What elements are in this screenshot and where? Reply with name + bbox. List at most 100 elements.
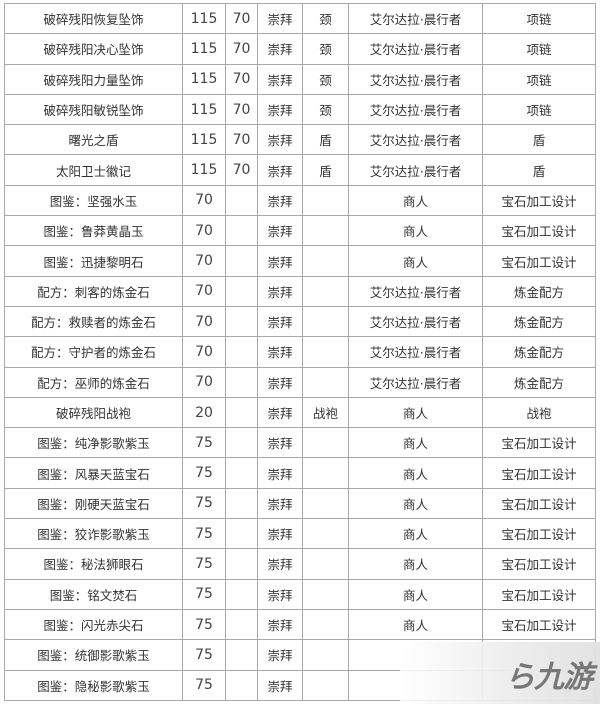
item-name-cell: 配方：巫师的炼金石 [4,366,183,398]
item-level-cell: 70 [225,33,258,65]
table-row: 曙光之盾 115 70 崇拜盾艾尔达拉·晨行者盾 [4,124,596,156]
table-row: 图鉴：风暴天蓝宝石 75 崇拜 商人 宝石加工设计 [4,457,596,489]
reputation-cell: 崇拜 [257,336,303,368]
required-level-cell: 70 [182,366,226,398]
table-row: 破碎残阳决心坠饰 115 70 崇拜颈艾尔达拉·晨行者 项链 [4,33,596,65]
table-row: 配方：守护者的炼金石 70 崇拜 艾尔达拉·晨行者 炼金配方 [4,336,596,368]
vendor-cell: 商人 [348,457,483,489]
required-level-cell: 75 [182,518,226,550]
table-row: 图鉴：坚强水玉 70 崇拜 商人 宝石加工设计 [4,184,596,217]
item-level-cell [225,608,258,641]
slot-cell [302,608,349,641]
vendor-cell: 商人 [348,578,483,610]
vendor-cell: 商人 [348,608,483,641]
item-name-cell: 图鉴：鲁莽黄晶玉 [4,215,183,247]
table-row: 图鉴：闪光赤尖石 75 崇拜 商人 宝石加工设计 [4,608,596,641]
slot-cell [302,548,349,580]
item-level-cell [225,427,258,459]
item-level-cell [225,305,258,338]
required-level-cell: 115 [182,154,226,186]
required-level-cell: 115 [182,93,226,126]
reputation-cell: 崇拜 [257,427,303,459]
item-level-cell [225,639,258,671]
category-cell: 项链 [482,2,596,35]
item-name-cell: 图鉴：秘法狮眼石 [4,548,183,580]
reputation-cell: 崇拜 [257,184,303,217]
table-row: 破碎残阳恢复坠饰 115 70 崇拜颈艾尔达拉·晨行者 项链 [4,2,596,35]
category-cell: 炼金配方 [482,275,596,307]
table-row: 图鉴：迅捷黎明石 70 崇拜 商人 宝石加工设计 [4,245,596,277]
reputation-cell: 崇拜 [257,245,303,277]
slot-cell [302,639,349,671]
item-level-cell [225,215,258,247]
table-row: 配方：巫师的炼金石 70 崇拜 艾尔达拉·晨行者 炼金配方 [4,366,596,398]
slot-cell [302,215,349,247]
reputation-cell: 崇拜 [257,275,303,307]
item-level-cell [225,275,258,307]
category-cell: 宝石加工设计 [482,487,596,520]
slot-cell: 颈 [302,93,349,126]
slot-cell [302,487,349,520]
slot-cell: 战袍 [302,396,349,429]
reputation-cell: 崇拜 [257,366,303,398]
item-level-cell [225,669,258,701]
table-row: 图鉴：铭文焚石 75 崇拜 商人 宝石加工设计 [4,578,596,610]
reputation-cell: 崇拜 [257,487,303,520]
item-level-cell: 70 [225,93,258,126]
table-row: 图鉴：鲁莽黄晶玉 70 崇拜 商人 宝石加工设计 [4,215,596,247]
slot-cell [302,305,349,338]
item-name-cell: 图鉴：闪光赤尖石 [4,608,183,641]
item-level-cell [225,184,258,217]
item-level-cell: 70 [225,63,258,95]
required-level-cell: 115 [182,63,226,95]
item-name-cell: 配方：救赎者的炼金石 [4,305,183,338]
vendor-cell: 商人 [348,487,483,520]
item-level-cell: 70 [225,124,258,156]
reputation-cell: 崇拜 [257,2,303,35]
item-level-cell [225,487,258,520]
category-cell: 炼金配方 [482,366,596,398]
slot-cell [302,184,349,217]
item-name-cell: 破碎残阳力量坠饰 [4,63,183,95]
reputation-cell: 崇拜 [257,305,303,338]
item-level-cell: 70 [225,2,258,35]
category-cell: 炼金配方 [482,336,596,368]
reputation-cell: 崇拜 [257,518,303,550]
item-name-cell: 图鉴：风暴天蓝宝石 [4,457,183,489]
vendor-cell: 商人 [348,215,483,247]
required-level-cell: 75 [182,639,226,671]
item-level-cell [225,366,258,398]
watermark-logo: ら九游 [505,660,593,695]
category-cell: 宝石加工设计 [482,518,596,550]
category-cell: 宝石加工设计 [482,215,596,247]
item-name-cell: 破碎残阳敏锐坠饰 [4,93,183,126]
slot-cell [302,275,349,307]
category-cell: 宝石加工设计 [482,184,596,217]
required-level-cell: 75 [182,669,226,701]
item-name-cell: 破碎残阳决心坠饰 [4,33,183,65]
required-level-cell: 75 [182,487,226,520]
item-name-cell: 图鉴：纯净影歌紫玉 [4,427,183,459]
item-table: 破碎残阳恢复坠饰 115 70 崇拜颈艾尔达拉·晨行者 项链 破碎残阳决心坠饰 115 70 崇… [4,2,596,701]
vendor-cell: 艾尔达拉·晨行者 [348,305,483,338]
required-level-cell: 115 [182,124,226,156]
category-cell: 战袍 [482,396,596,429]
required-level-cell: 115 [182,33,226,65]
item-level-cell [225,548,258,580]
slot-cell: 颈 [302,63,349,95]
item-name-cell: 配方：守护者的炼金石 [4,336,183,368]
required-level-cell: 70 [182,245,226,277]
item-name-cell: 图鉴：刚硬天蓝宝石 [4,487,183,520]
required-level-cell: 70 [182,336,226,368]
slot-cell: 颈 [302,2,349,35]
category-cell: 宝石加工设计 [482,245,596,277]
table-row: 配方：刺客的炼金石 70 崇拜 艾尔达拉·晨行者 炼金配方 [4,275,596,307]
category-cell: 宝石加工设计 [482,548,596,580]
reputation-cell: 崇拜 [257,578,303,610]
reputation-cell: 崇拜 [257,215,303,247]
item-name-cell: 破碎残阳恢复坠饰 [4,2,183,35]
table-row: 图鉴：纯净影歌紫玉 75 崇拜 商人 宝石加工设计 [4,427,596,459]
reputation-cell: 崇拜 [257,154,303,186]
vendor-cell: 商人 [348,245,483,277]
slot-cell: 盾 [302,124,349,156]
